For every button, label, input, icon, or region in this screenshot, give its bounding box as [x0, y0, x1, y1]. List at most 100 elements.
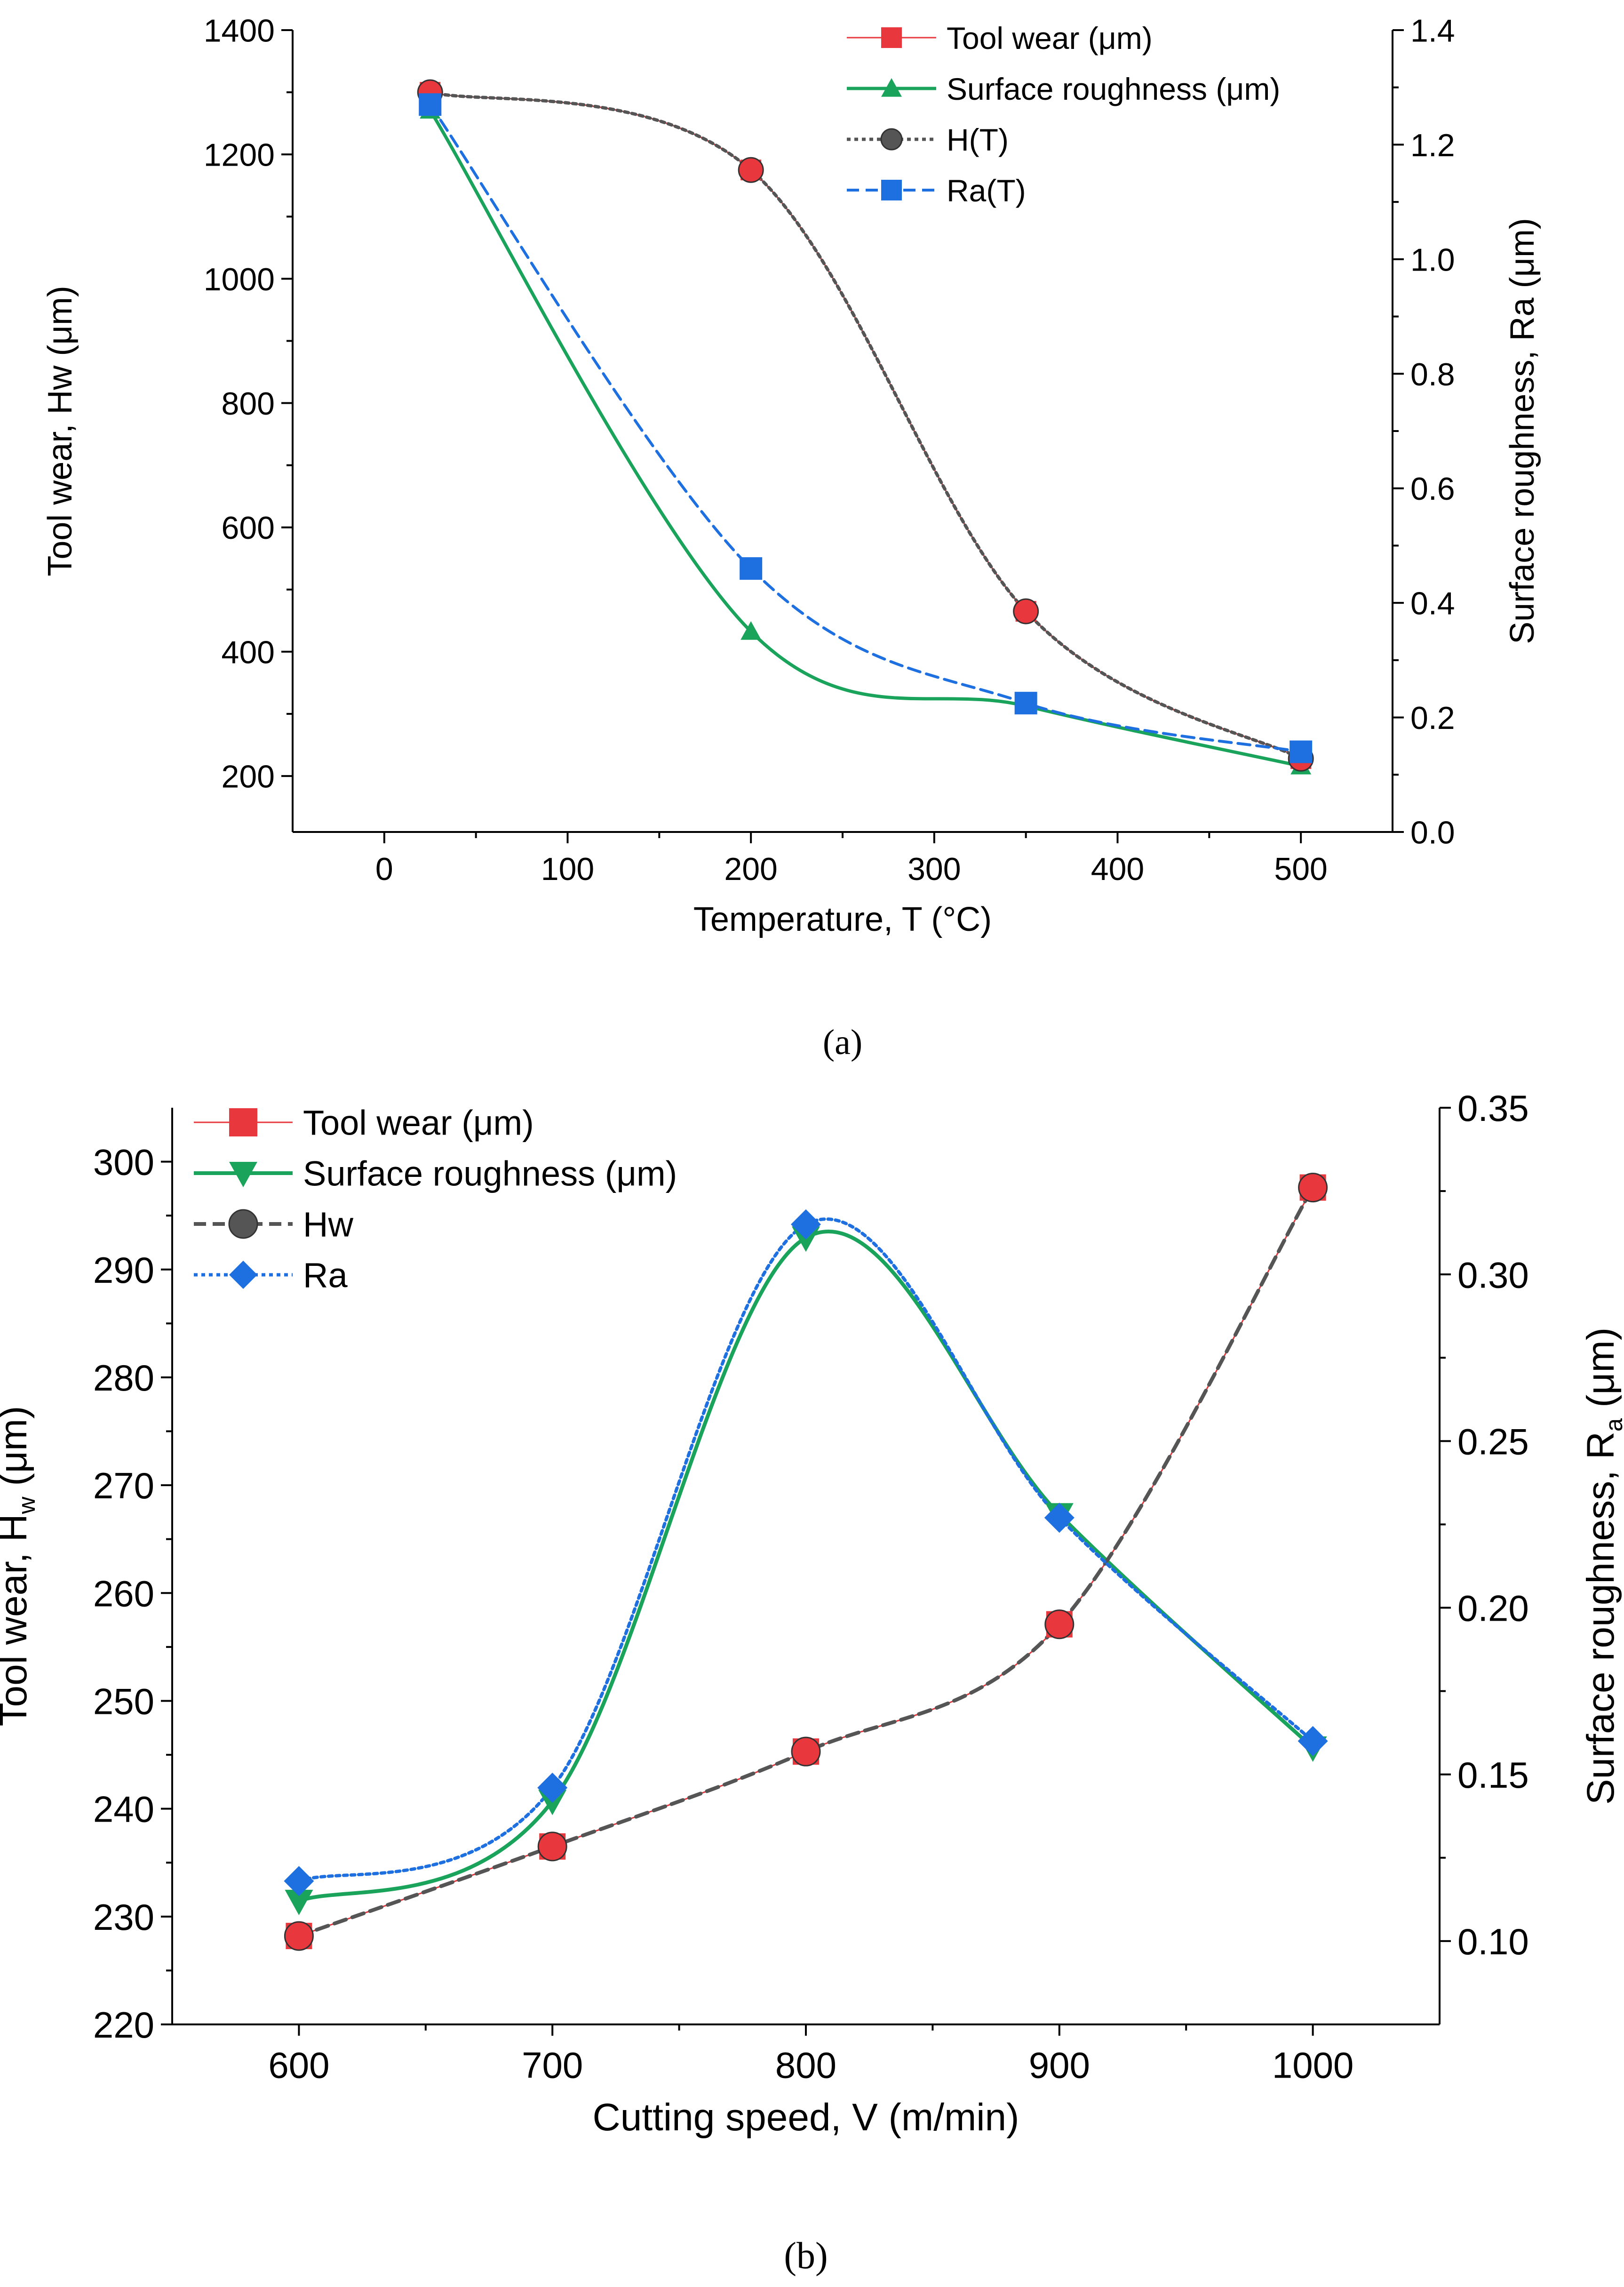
data-point-3-2: [791, 1209, 821, 1239]
series-line-1: [297, 1230, 1315, 1903]
y-left-tick-label: 1200: [204, 137, 275, 173]
legend-marker-2: [228, 1209, 258, 1239]
y-left-tick-label: 240: [93, 1789, 154, 1830]
legend-label-0: Tool wear (μm): [303, 1104, 534, 1143]
x-tick-label: 500: [1274, 851, 1327, 887]
y-right-tick-label: 0.35: [1457, 1088, 1529, 1129]
series-line-0: [429, 91, 1302, 760]
y-left-tick-label: 220: [93, 2004, 154, 2046]
x-tick-label: 0: [375, 851, 393, 887]
data-point-3-2: [1014, 692, 1037, 715]
y-right-tick-label: 0.15: [1457, 1754, 1529, 1796]
y-right-tick-label: 0.0: [1410, 815, 1455, 850]
y-left-tick-label: 800: [222, 386, 275, 422]
series-line-0: [298, 1187, 1314, 1937]
x-tick-label: 400: [1091, 851, 1144, 887]
data-point-2-2: [791, 1736, 821, 1767]
legend-marker-3: [881, 180, 902, 200]
y-right-title-unit: (μm): [1579, 1327, 1622, 1418]
legend-label-3: Ra(T): [947, 173, 1026, 208]
series-line-3: [429, 103, 1303, 753]
x-tick-label: 100: [541, 851, 594, 887]
data-point-2-1: [738, 157, 764, 183]
y-right-tick-label: 0.6: [1410, 471, 1455, 507]
legend: Tool wear (μm) Surface roughness (μm) Hw Ra: [194, 1104, 677, 1295]
data-point-1-0: [285, 1889, 313, 1915]
x-tick-label: 800: [775, 2045, 836, 2086]
y-right-title-subscript: a: [1600, 1418, 1624, 1431]
series-line-2: [297, 1185, 1315, 1938]
y-right-tick-label: 0.25: [1457, 1421, 1529, 1462]
legend-label-2: Hw: [303, 1205, 353, 1244]
data-point-3-3: [1044, 1503, 1075, 1533]
data-point-3-0: [419, 93, 442, 116]
legend-marker-0: [881, 27, 902, 48]
legend-label-3: Ra: [303, 1256, 348, 1295]
legend-label-1: Surface roughness (μm): [947, 72, 1280, 106]
x-axis-title: Cutting speed, V (m/min): [593, 2096, 1019, 2139]
series-line-2: [428, 90, 1303, 760]
y-right-tick-label: 0.10: [1457, 1921, 1529, 1962]
legend-label-2: H(T): [947, 122, 1009, 157]
y-right-axis-title: Surface roughness, Ra (μm): [1504, 218, 1541, 644]
x-tick-label: 1000: [1272, 2045, 1354, 2086]
data-point-2-0: [284, 1921, 314, 1951]
series-line-1: [428, 108, 1303, 768]
y-left-axis-title: Tool wear, Hw (μm): [41, 286, 79, 576]
y-left-title-main: Tool wear, H: [0, 1514, 35, 1726]
legend-label-1: Surface roughness (μm): [303, 1154, 677, 1193]
y-right-tick-label: 0.4: [1410, 586, 1455, 622]
y-left-tick-label: 250: [93, 1681, 154, 1722]
legend-label-0: Tool wear (μm): [947, 21, 1153, 56]
data-point-3-4: [1298, 1726, 1328, 1756]
legend-marker-2: [880, 128, 903, 151]
y-right-tick-label: 1.0: [1410, 242, 1455, 278]
chart-cutting-speed: 600 700 800 900 1000 220 230 240 250 260 270 280 290…: [0, 1088, 1624, 2277]
y-left-tick-label: 290: [93, 1249, 154, 1291]
data-point-2-4: [1298, 1173, 1328, 1203]
y-right-tick-label: 0.20: [1457, 1588, 1529, 1629]
data-point-3-0: [284, 1866, 314, 1896]
y-left-tick-label: 230: [93, 1896, 154, 1938]
data-point-1-1: [740, 621, 762, 640]
x-tick-label: 600: [268, 2045, 329, 2086]
y-left-tick-label: 1000: [204, 262, 275, 297]
series-group: [417, 79, 1314, 775]
series-group: [284, 1173, 1328, 1951]
panel-caption: (b): [784, 2235, 828, 2277]
y-left-tick-label: 400: [222, 634, 275, 670]
chart-temperature: 0 100 200 300 400 500 200 400 600 800 1000 1200 1400…: [41, 13, 1541, 1062]
y-left-tick-label: 600: [222, 510, 275, 546]
y-right-tick-label: 1.4: [1410, 13, 1455, 48]
data-point-2-2: [1013, 598, 1039, 624]
legend-marker-1: [881, 78, 902, 97]
x-tick-label: 200: [724, 851, 777, 887]
y-right-tick-label: 0.30: [1457, 1254, 1529, 1295]
data-point-3-3: [1290, 740, 1313, 763]
series-line-3: [297, 1217, 1315, 1883]
y-right-title-main: Surface roughness, R: [1579, 1431, 1622, 1805]
y-right-tick-label: 0.2: [1410, 700, 1455, 736]
y-left-tick-label: 280: [93, 1357, 154, 1399]
panel-caption: (a): [823, 1023, 862, 1062]
y-right-tick-label: 1.2: [1410, 128, 1455, 163]
y-left-title-subscript: w: [13, 1496, 40, 1514]
data-point-3-1: [537, 1773, 568, 1803]
x-tick-label: 900: [1029, 2045, 1090, 2086]
y-left-title-unit: (μm): [0, 1406, 35, 1497]
legend-marker-1: [229, 1162, 257, 1187]
y-left-tick-label: 300: [93, 1142, 154, 1183]
legend: Tool wear (μm) Surface roughness (μm) H(T)…: [847, 21, 1280, 208]
legend-marker-3: [229, 1261, 257, 1289]
y-left-tick-label: 1400: [204, 13, 275, 48]
legend-marker-0: [229, 1108, 257, 1136]
y-left-tick-label: 270: [93, 1465, 154, 1506]
y-left-tick-label: 260: [93, 1573, 154, 1614]
x-tick-label: 700: [522, 2045, 583, 2086]
y-right-tick-label: 0.8: [1410, 357, 1455, 392]
y-left-tick-label: 200: [222, 759, 275, 795]
x-axis-title: Temperature, T (°C): [693, 901, 992, 938]
y-right-axis-title: Surface roughness, Ra (μm): [1579, 1327, 1624, 1805]
data-point-3-1: [740, 557, 763, 580]
